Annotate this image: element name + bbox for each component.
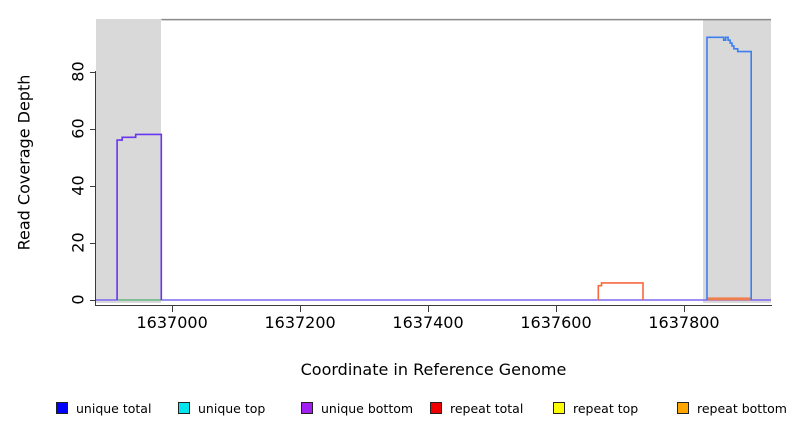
x-tick-mark — [683, 306, 685, 312]
left-repeat-region — [96, 19, 162, 303]
series-repeat-mid-peak — [597, 282, 644, 300]
y-tick-label: 20 — [68, 232, 88, 253]
series-lines — [96, 18, 771, 301]
series-unique-bottom-left-peak — [116, 133, 163, 300]
legend-label: unique total — [76, 400, 152, 416]
y-tick-label: 40 — [68, 175, 88, 196]
x-tick-label: 1637400 — [392, 313, 464, 332]
legend-label: unique bottom — [321, 400, 414, 416]
series-unique-total-right-peak — [706, 36, 752, 300]
y-tick-label: 0 — [68, 294, 88, 305]
legend-swatch-icon — [553, 402, 565, 414]
y-tick-label: 80 — [68, 60, 88, 82]
y-tick-mark — [90, 185, 96, 187]
legend-swatch-icon — [430, 402, 442, 414]
x-tick-mark — [300, 306, 302, 312]
y-axis-line — [95, 71, 96, 306]
legend-label: repeat total — [450, 400, 524, 416]
x-tick-mark — [556, 306, 558, 312]
legend-swatch-icon — [301, 402, 313, 414]
x-axis-title: Coordinate in Reference Genome — [300, 360, 567, 379]
x-tick-mark — [428, 306, 430, 312]
legend-item-unique-top: unique top — [178, 399, 265, 417]
plot-area — [96, 18, 771, 306]
x-tick-mark — [172, 306, 174, 312]
legend-item-repeat-top: repeat top — [553, 399, 638, 417]
legend-swatch-icon — [677, 402, 689, 414]
y-tick-mark — [90, 242, 96, 244]
legend-item-repeat-total: repeat total — [430, 399, 523, 417]
y-tick-mark — [90, 71, 96, 73]
legend-label: unique top — [198, 400, 266, 416]
legend-swatch-icon — [178, 402, 190, 414]
x-axis-line — [96, 305, 772, 306]
x-tick-label: 1637200 — [264, 313, 336, 332]
y-tick-mark — [90, 128, 96, 130]
legend: unique total unique top unique bottom repea… — [0, 399, 792, 419]
legend-label: repeat top — [573, 400, 639, 416]
legend-swatch-icon — [56, 402, 68, 414]
x-tick-label: 1637800 — [648, 313, 720, 332]
x-tick-label: 1637600 — [520, 313, 592, 332]
legend-item-unique-total: unique total — [56, 399, 151, 417]
legend-item-repeat-bottom: repeat bottom — [677, 399, 787, 417]
y-tick-mark — [90, 300, 96, 301]
y-tick-label: 60 — [68, 118, 88, 139]
legend-label: repeat bottom — [697, 400, 787, 416]
x-tick-label: 1637000 — [136, 313, 208, 332]
legend-item-unique-bottom: unique bottom — [301, 399, 413, 417]
y-axis-title: Read Coverage Depth — [14, 74, 34, 251]
right-repeat-region — [703, 19, 771, 303]
